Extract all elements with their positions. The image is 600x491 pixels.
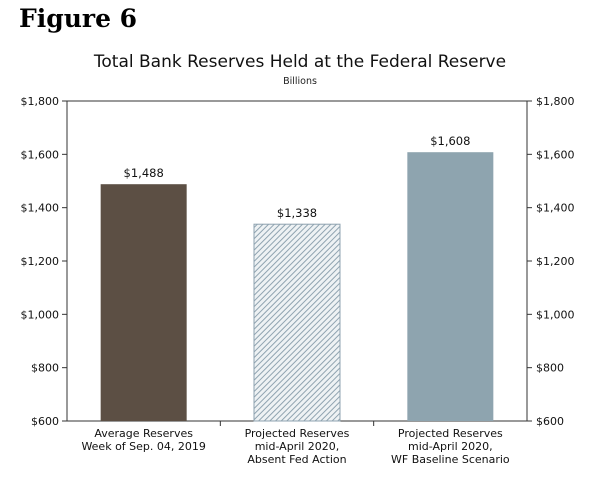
- y-tick-label-right: $1,800: [536, 95, 575, 108]
- bar: [253, 223, 341, 422]
- bar: [407, 152, 494, 421]
- bar-value-label: $1,338: [277, 206, 317, 220]
- y-tick-label-left: $1,400: [21, 202, 60, 215]
- figure-label: Figure 6: [19, 4, 138, 33]
- y-tick-label-right: $1,000: [536, 308, 575, 321]
- y-tick-label-right: $800: [536, 362, 564, 375]
- bar-value-label: $1,608: [430, 134, 470, 148]
- y-tick-label-right: $1,400: [536, 202, 575, 215]
- x-category-label: Projected Reserves mid-April 2020, Absent …: [245, 427, 350, 466]
- x-category-label: Projected Reserves mid-April 2020, WF Base…: [391, 427, 510, 466]
- y-tick-label-left: $1,600: [21, 148, 60, 161]
- bar-value-label: $1,488: [124, 166, 164, 180]
- y-tick-label-right: $1,200: [536, 255, 575, 268]
- bar: [100, 184, 187, 421]
- plot-area: $600 $600 $800 $800 $1,000 $1,000 $1,200 $1,200…: [21, 95, 575, 466]
- y-tick-label-left: $1,000: [21, 308, 60, 321]
- y-tick-label-right: $1,600: [536, 148, 575, 161]
- chart-title: Total Bank Reserves Held at the Federal …: [93, 52, 507, 72]
- y-tick-label-left: $600: [31, 415, 59, 428]
- y-tick-label-right: $600: [536, 415, 564, 428]
- y-tick-label-left: $1,200: [21, 255, 60, 268]
- x-category-label: Average Reserves Week of Sep. 04, 2019: [81, 427, 205, 453]
- chart-subtitle: Billions: [283, 76, 317, 87]
- y-tick-label-left: $1,800: [21, 95, 60, 108]
- y-tick-label-left: $800: [31, 362, 59, 375]
